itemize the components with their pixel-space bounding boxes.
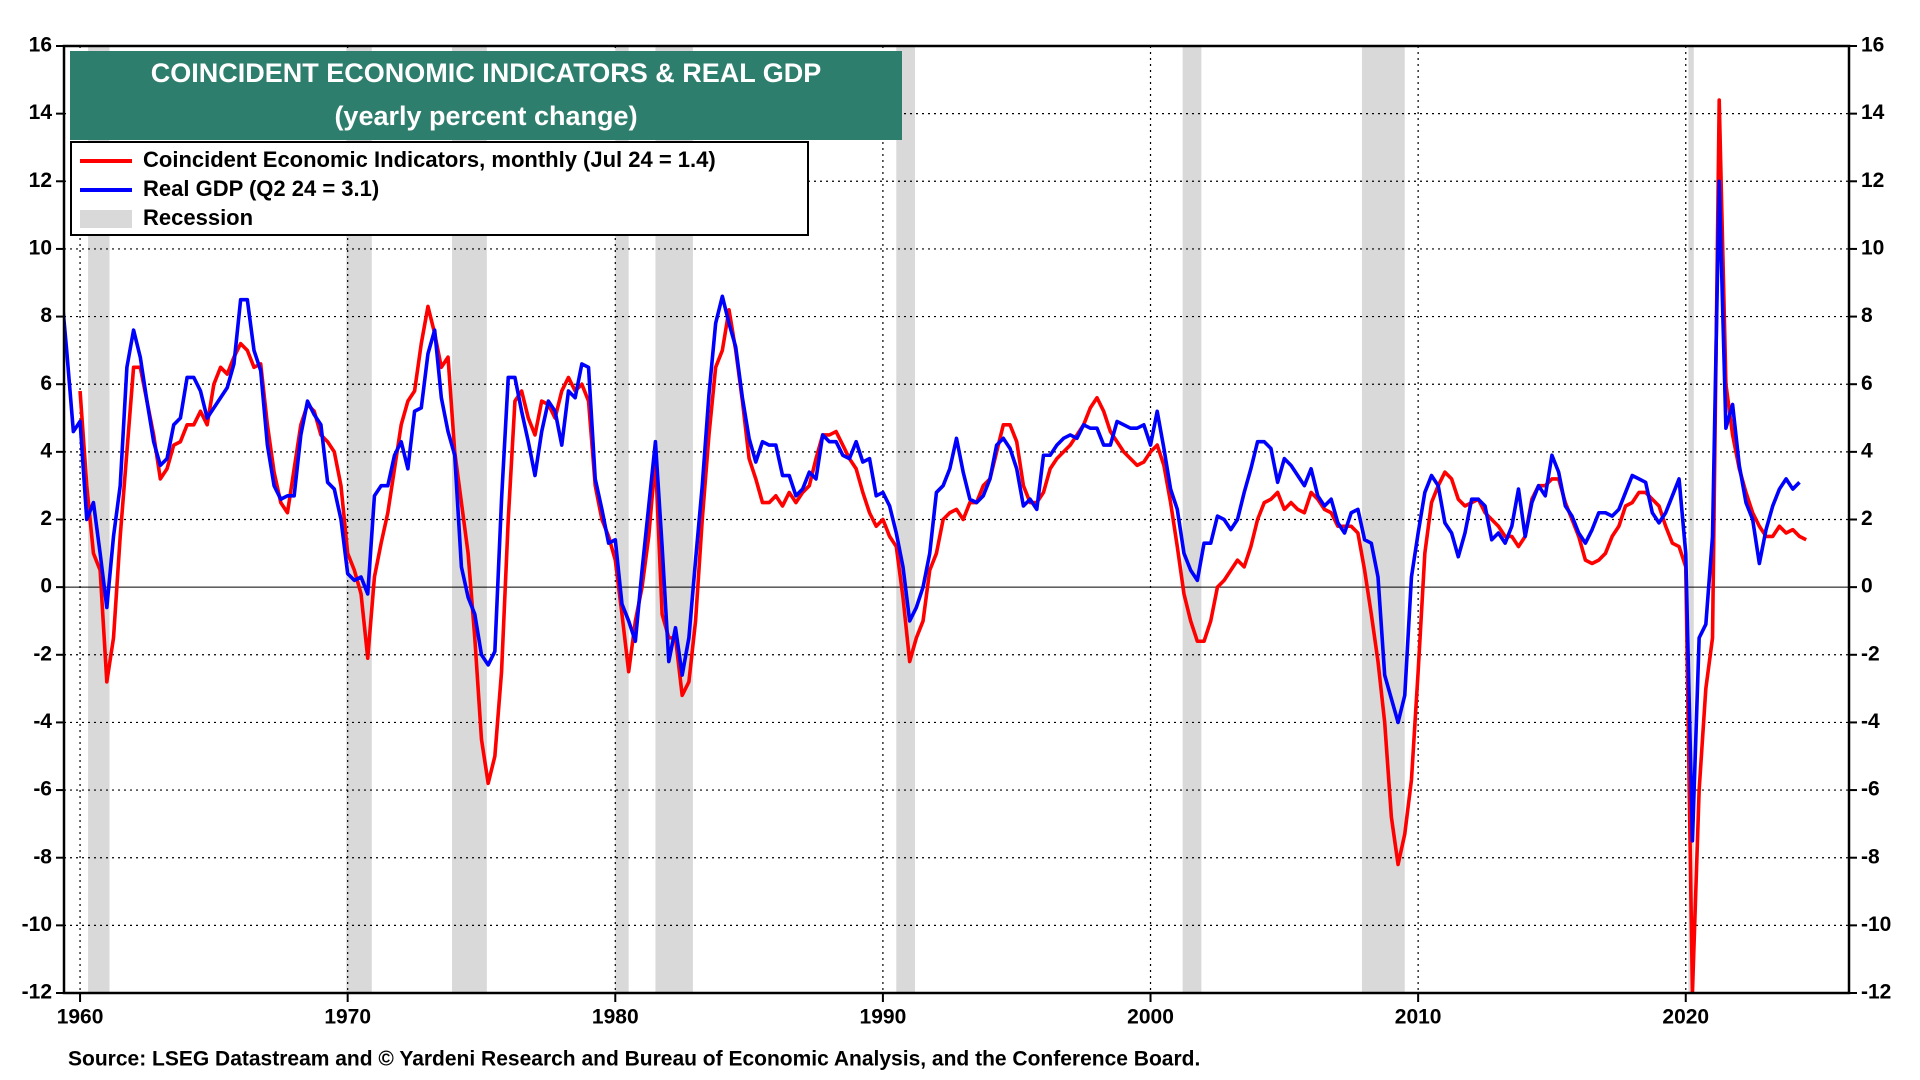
y2-tick-label: -12 [1861,981,1891,1004]
x-tick-label: 2020 [1662,1006,1709,1029]
y-tick-label: -12 [22,981,52,1004]
recession-band [615,46,629,993]
series-line [78,98,1807,993]
y2-tick-label: -8 [1861,845,1880,868]
y2-tick-label: 0 [1861,575,1873,598]
y-tick-label: 14 [29,101,53,124]
y-tick-label: -8 [33,845,52,868]
y2-tick-label: 8 [1861,304,1873,327]
legend-label: Real GDP (Q2 24 = 3.1) [143,176,379,201]
x-tick-label: 1970 [324,1006,371,1029]
y-tick-label: 12 [29,169,52,192]
y2-tick-label: -2 [1861,642,1880,665]
x-tick-label: 1980 [592,1006,639,1029]
legend-box [70,141,809,236]
y-tick-label: -10 [22,913,52,936]
y-tick-label: 16 [29,34,52,57]
chart-subtitle: (yearly percent change) [334,101,637,131]
x-tick-label: 1990 [860,1006,907,1029]
legend-label: Coincident Economic Indicators, monthly … [143,147,716,172]
y-tick-label: 6 [40,372,52,395]
recession-band [1361,46,1405,993]
y-tick-label: 8 [40,304,52,327]
y2-tick-label: 10 [1861,236,1884,259]
y2-tick-label: -10 [1861,913,1891,936]
x-tick-label: 1960 [57,1006,104,1029]
x-tick-label: 2000 [1127,1006,1174,1029]
y2-tick-label: 12 [1861,169,1884,192]
series-line [64,179,1801,843]
series-lines [64,98,1807,993]
y2-tick-label: -6 [1861,778,1880,801]
y-tick-label: 4 [40,439,52,462]
recession-band [88,46,110,993]
y-tick-label: -2 [33,642,52,665]
y2-tick-label: 2 [1861,507,1873,530]
y2-tick-label: 16 [1861,34,1884,57]
y2-tick-label: 4 [1861,439,1873,462]
legend: Coincident Economic Indicators, monthly … [70,141,809,236]
y-tick-label: -6 [33,778,52,801]
y-tick-label: -4 [33,710,52,733]
source-note: Source: LSEG Datastream and © Yardeni Re… [68,1048,1200,1071]
legend-swatch [80,210,132,228]
y2-tick-label: 14 [1861,101,1885,124]
title-box: COINCIDENT ECONOMIC INDICATORS & REAL GD… [70,51,902,140]
x-tick-label: 2010 [1395,1006,1442,1029]
legend-label: Recession [143,205,253,230]
y-tick-label: 0 [40,575,52,598]
chart-title: COINCIDENT ECONOMIC INDICATORS & REAL GD… [151,58,822,88]
y-tick-label: 10 [29,236,52,259]
y-tick-label: 2 [40,507,52,530]
title-background [70,51,902,140]
y2-tick-label: -4 [1861,710,1880,733]
y2-tick-label: 6 [1861,372,1873,395]
